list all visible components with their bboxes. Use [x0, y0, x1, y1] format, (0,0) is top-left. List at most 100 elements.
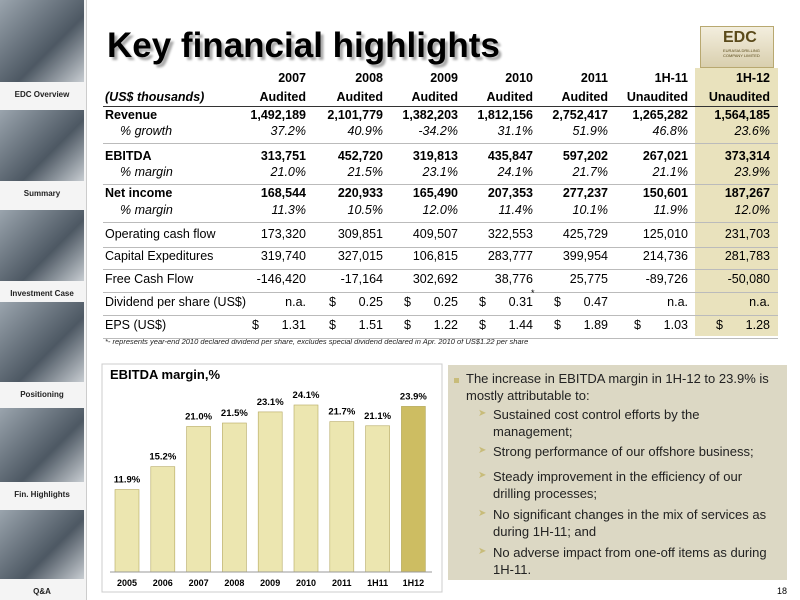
- cell: 21.5%: [347, 165, 383, 179]
- sidebar-image: [0, 110, 84, 181]
- cell: -89,726: [645, 272, 688, 286]
- bullet-item: Sustained cost control efforts by the ma…: [493, 407, 700, 439]
- row-label: Revenue: [105, 108, 158, 122]
- cell: 0.31: [508, 295, 533, 309]
- cell: 281,783: [724, 249, 770, 263]
- sub-bullet-marker: ➤: [478, 546, 487, 557]
- cell: 12.0%: [734, 203, 770, 217]
- rule: [103, 222, 778, 223]
- cell: 399,954: [562, 249, 608, 263]
- cell: 1,812,156: [477, 108, 533, 122]
- row-label: Operating cash flow: [105, 227, 216, 241]
- bar: [186, 426, 211, 573]
- cell: 302,692: [412, 272, 458, 286]
- value-label: 21.1%: [364, 411, 391, 422]
- chart-title: EBITDA margin,%: [110, 367, 220, 382]
- bullet-item: Strong performance of our offshore busin…: [493, 444, 754, 459]
- cell: 2,752,417: [552, 108, 608, 122]
- rule: [103, 143, 778, 144]
- sidebar-link[interactable]: Positioning: [20, 390, 64, 399]
- unit-label: (US$ thousands): [105, 90, 205, 104]
- cell: 1,564,185: [714, 108, 770, 122]
- row-label: Capital Expeditures: [105, 249, 214, 263]
- cell: 2,101,779: [327, 108, 383, 122]
- cell: 24.1%: [497, 165, 533, 179]
- sidebar-image: [0, 210, 84, 281]
- currency: $: [329, 295, 336, 309]
- cell: 425,729: [562, 227, 608, 241]
- cell: -50,080: [727, 272, 770, 286]
- currency: $: [554, 318, 561, 332]
- rule: [103, 315, 778, 316]
- x-tick-label: 1H12: [403, 578, 425, 588]
- column-header: 2009: [430, 71, 458, 85]
- cell: 23.1%: [422, 165, 458, 179]
- cell: 150,601: [642, 186, 688, 200]
- sidebar-link[interactable]: Q&A: [33, 587, 51, 596]
- row-label: Net income: [105, 186, 173, 200]
- sidebar-link[interactable]: Investment Case: [10, 289, 74, 298]
- bullet-item: Steady improvement in the efficiency of …: [493, 469, 743, 501]
- rule: [103, 269, 778, 270]
- column-header: 2011: [580, 71, 608, 85]
- cell: -34.2%: [418, 124, 458, 138]
- bullet-box: [448, 365, 787, 580]
- cell: 10.5%: [347, 203, 383, 217]
- column-header: 2007: [278, 71, 306, 85]
- bullet-item: No significant changes in the mix of ser…: [493, 507, 767, 539]
- cell: 173,320: [260, 227, 306, 241]
- x-tick-label: 2006: [153, 578, 173, 588]
- cell: -146,420: [256, 272, 306, 286]
- sidebar-image: [0, 408, 84, 482]
- cell: 597,202: [562, 149, 608, 163]
- cell: 11.3%: [271, 203, 306, 217]
- sidebar-image: [0, 302, 84, 382]
- cell: 1.31: [281, 318, 306, 332]
- value-label: 24.1%: [293, 390, 320, 401]
- cell: 1.03: [663, 318, 688, 332]
- column-status: Audited: [486, 90, 533, 104]
- sidebar-link[interactable]: Summary: [23, 189, 61, 198]
- bar: [329, 421, 355, 573]
- cell: 1.89: [583, 318, 608, 332]
- cell: 220,933: [337, 186, 383, 200]
- currency: $: [404, 295, 411, 309]
- sidebar: [0, 0, 87, 600]
- cell: 10.1%: [572, 203, 608, 217]
- cell: 283,777: [487, 249, 533, 263]
- x-tick-label: 2007: [189, 578, 209, 588]
- cell: 319,740: [260, 249, 306, 263]
- cell: 31.1%: [497, 124, 533, 138]
- sub-bullet-marker: ➤: [478, 408, 487, 419]
- sidebar-link[interactable]: Fin. Highlights: [14, 490, 70, 499]
- cell: 23.9%: [734, 165, 770, 179]
- currency: $: [479, 318, 486, 332]
- cell: 37.2%: [270, 124, 306, 138]
- cell: 435,847: [487, 149, 533, 163]
- sidebar-image: [0, 510, 84, 579]
- bar: [401, 406, 426, 573]
- cell: 125,010: [642, 227, 688, 241]
- cell: 327,015: [337, 249, 383, 263]
- row-label: EBITDA: [105, 149, 152, 163]
- bullet-marker: [454, 378, 459, 383]
- sidebar-link[interactable]: EDC Overview: [14, 90, 70, 99]
- cell: 313,751: [260, 149, 306, 163]
- column-header: 1H-11: [654, 71, 688, 85]
- column-status: Unaudited: [626, 90, 688, 104]
- cell: 0.47: [583, 295, 608, 309]
- currency: $: [634, 318, 641, 332]
- row-label: % margin: [120, 203, 173, 217]
- row-label: EPS (US$): [105, 318, 167, 332]
- cell: 373,314: [724, 149, 770, 163]
- x-tick-label: 2005: [117, 578, 137, 588]
- logo-subtext: EURASIA DRILLING COMPANY LIMITED: [723, 48, 760, 58]
- cell: 168,544: [260, 186, 306, 200]
- column-header: 2008: [355, 71, 383, 85]
- cell: 21.7%: [572, 165, 608, 179]
- cell: 11.4%: [498, 203, 533, 217]
- cell: 1.44: [508, 318, 533, 332]
- cell: 0.25: [433, 295, 458, 309]
- currency: $: [252, 318, 259, 332]
- cell: 1,265,282: [632, 108, 688, 122]
